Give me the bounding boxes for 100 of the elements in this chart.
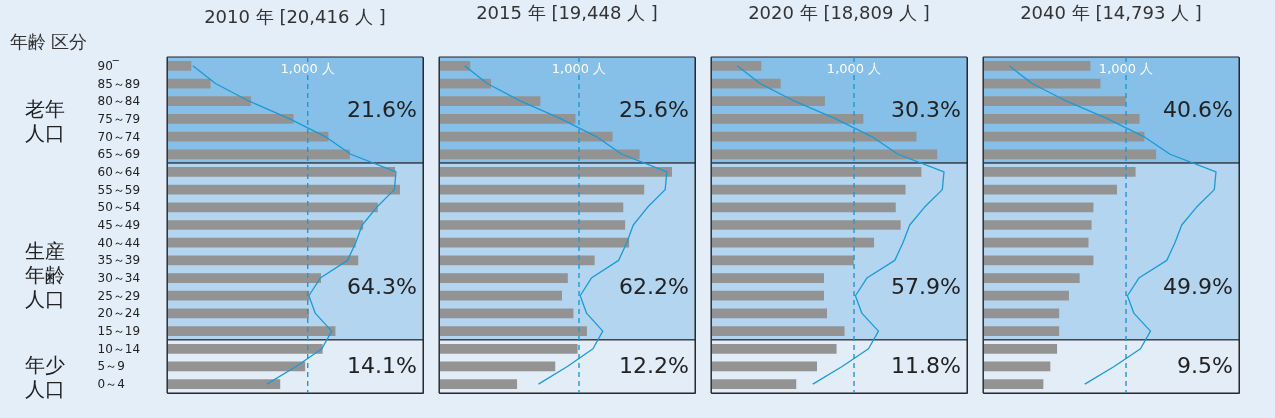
bar xyxy=(983,237,1089,248)
y-tick-label: 0～4 xyxy=(97,377,125,392)
y-tick-label: 30～34 xyxy=(97,271,141,286)
bar xyxy=(167,149,350,160)
bar xyxy=(167,131,329,142)
bar xyxy=(439,308,574,319)
bar xyxy=(167,326,336,336)
bar xyxy=(167,361,306,372)
y-tick-label: 70～74 xyxy=(97,129,141,144)
band-label: 62.2% xyxy=(619,273,689,299)
band-label: 40.6% xyxy=(1163,97,1233,123)
y-tick-label: 45～49 xyxy=(97,218,141,232)
bar xyxy=(167,273,321,283)
bar xyxy=(439,167,672,177)
y-tick-label: 80～84 xyxy=(97,94,141,109)
y-tick-label: 85～89 xyxy=(97,76,141,91)
y-tick-label: 60～64 xyxy=(97,164,141,179)
bar xyxy=(439,237,630,248)
bar xyxy=(711,131,917,142)
bar xyxy=(439,326,587,336)
bar xyxy=(711,114,864,124)
bar xyxy=(983,255,1094,266)
band-label: 9.5% xyxy=(1177,353,1233,379)
bar xyxy=(983,326,1060,336)
chart-title: 2010 年 [20,416 人 ] xyxy=(204,6,386,27)
y-tick-label: 75～79 xyxy=(97,111,141,126)
bar xyxy=(439,361,556,372)
bar xyxy=(711,290,824,301)
bar xyxy=(167,96,251,107)
bar xyxy=(167,167,396,177)
bar xyxy=(983,78,1101,89)
ref-line-label: 1,000 人 xyxy=(1098,61,1154,76)
bar xyxy=(983,149,1157,160)
bar xyxy=(983,290,1069,301)
bar xyxy=(167,255,359,266)
bar xyxy=(439,60,471,71)
band-label: 57.9% xyxy=(891,273,961,299)
ref-line-label: 1,000 人 xyxy=(280,61,335,76)
bar xyxy=(439,131,613,142)
y-tick-label: 25～29 xyxy=(97,288,141,303)
chart-title: 2020 年 [18,809 人 ] xyxy=(748,2,930,24)
bar xyxy=(983,343,1058,354)
bar xyxy=(167,114,294,124)
y-tick-label: 10～14 xyxy=(97,341,141,356)
bar xyxy=(167,60,192,71)
bar xyxy=(439,379,518,390)
y-tick-label: 65～69 xyxy=(97,147,141,162)
bar xyxy=(167,220,364,230)
bar xyxy=(983,184,1117,195)
bar xyxy=(167,290,310,301)
text: 老年人口 xyxy=(25,97,65,146)
bar xyxy=(711,167,922,177)
bar xyxy=(167,202,378,213)
bar xyxy=(167,308,309,319)
bar xyxy=(711,379,797,390)
band-label: 11.8% xyxy=(891,353,961,379)
bar xyxy=(711,220,901,230)
bar xyxy=(711,308,828,319)
y-tick-label: 55～59 xyxy=(97,182,141,197)
bar xyxy=(983,60,1091,71)
bar xyxy=(711,326,845,336)
bar xyxy=(439,290,562,301)
bar xyxy=(167,184,400,195)
ref-line-label: 1,000 人 xyxy=(826,61,882,76)
text: 生産年齢人口 xyxy=(25,238,65,311)
chart-title: 2015 年 [19,448 人 ] xyxy=(476,2,658,24)
chart-title: 2040 年 [14,793 人 ] xyxy=(1020,2,1202,24)
band-label: 30.3% xyxy=(891,97,961,123)
bar xyxy=(711,149,938,160)
y-tick-label: 50～54 xyxy=(97,200,141,215)
band-label: 14.1% xyxy=(347,353,417,379)
bar xyxy=(439,220,626,230)
bar xyxy=(983,131,1145,142)
band-label: 25.6% xyxy=(619,97,689,123)
bar xyxy=(439,202,624,213)
y-tick-label: 40～44 xyxy=(97,235,141,250)
bar xyxy=(983,273,1080,283)
bar xyxy=(983,361,1051,372)
ref-line-label: 1,000 人 xyxy=(551,61,607,76)
band-label: 12.2% xyxy=(619,353,689,379)
bar xyxy=(439,255,595,266)
bar xyxy=(439,184,645,195)
bar xyxy=(983,96,1126,107)
bar xyxy=(439,273,568,283)
bar xyxy=(167,78,211,89)
band-label: 64.3% xyxy=(347,273,417,299)
bar xyxy=(711,255,854,266)
bar xyxy=(439,149,640,160)
bar xyxy=(711,202,896,213)
bar xyxy=(167,343,323,354)
bar xyxy=(983,114,1140,124)
bar xyxy=(711,237,875,248)
bar xyxy=(983,220,1092,230)
bar xyxy=(711,343,837,354)
bar xyxy=(711,361,817,372)
text: 年少人口 xyxy=(25,353,65,402)
y-tick-label: 5～9 xyxy=(97,359,125,374)
y-tick-label: 20～24 xyxy=(97,306,141,321)
y-axis-title: 年齢 区分 xyxy=(9,30,88,52)
y-tick-label: 90‾ xyxy=(97,58,120,73)
